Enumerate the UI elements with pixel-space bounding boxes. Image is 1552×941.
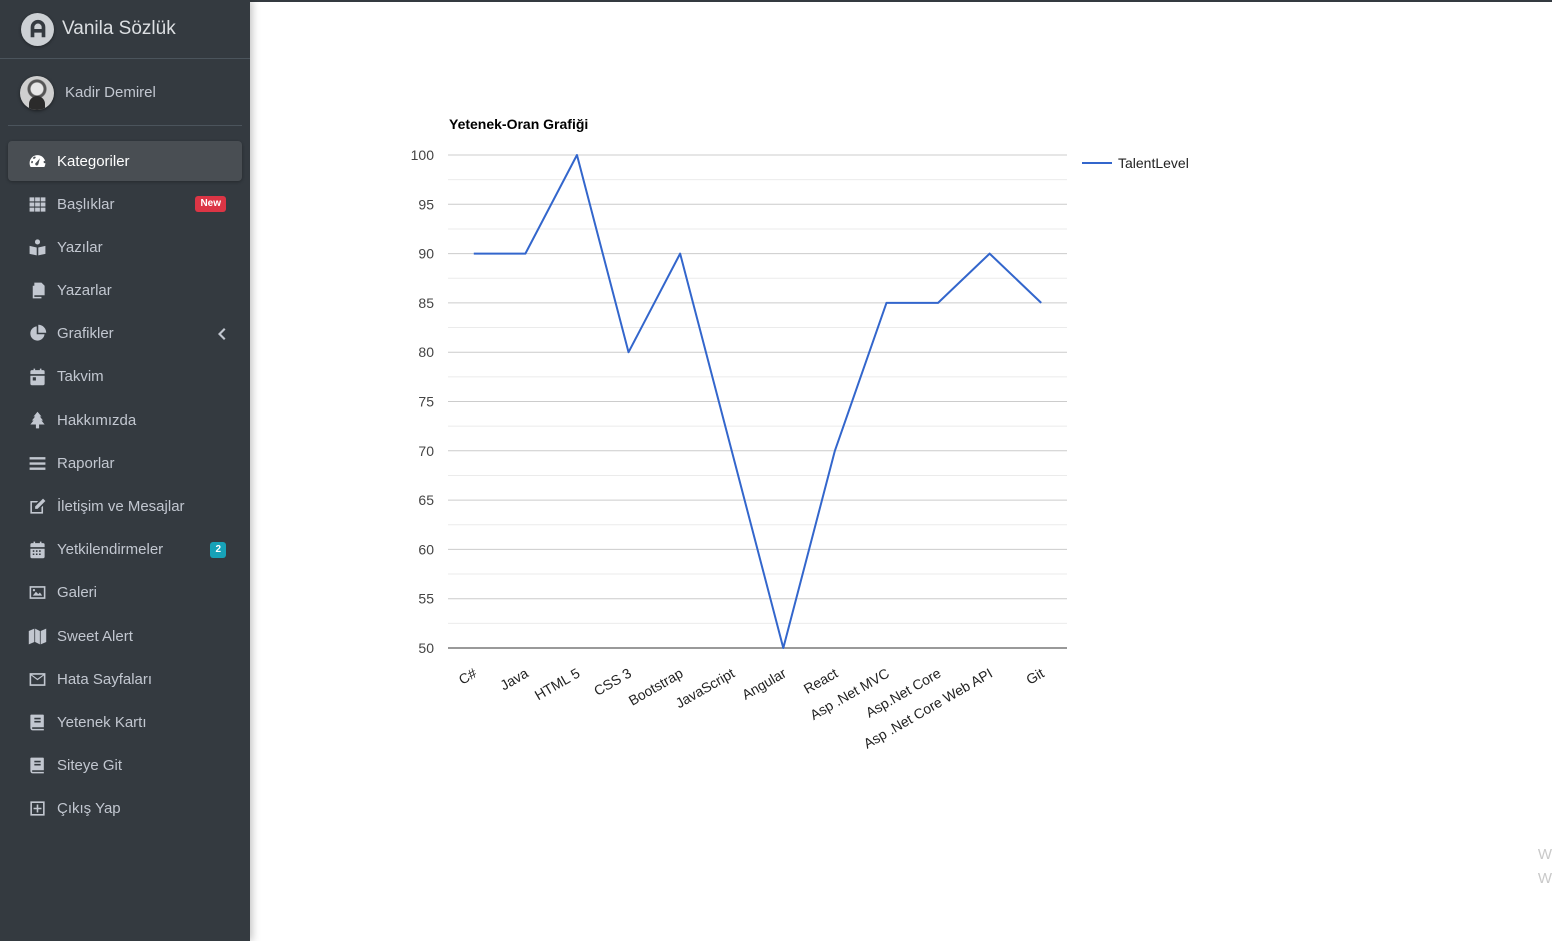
x-tick-label: C# [456, 665, 480, 688]
x-tick-label: React [801, 665, 841, 697]
sidebar-item-label: Raporlar [57, 454, 115, 472]
status-badge: New [195, 196, 226, 213]
copy-icon [27, 281, 47, 301]
x-tick-label: HTML 5 [532, 665, 583, 704]
sidebar-item-label: Yazarlar [57, 282, 112, 300]
sidebar-item-hakkımızda[interactable]: Hakkımızda [8, 400, 242, 440]
x-tick-label: Git [1023, 665, 1047, 688]
sidebar-item-label: Hata Sayfaları [57, 670, 153, 688]
sidebar-item-label: Galeri [57, 584, 98, 602]
sidebar-item-label: Yetenek Kartı [57, 713, 147, 731]
sidebar-item-label: Siteye Git [57, 757, 123, 775]
legend-entry: TalentLevel [1118, 155, 1189, 171]
avatar [20, 75, 54, 110]
sidebar-item-label: Yazılar [57, 238, 103, 256]
sidebar-item-label: Başlıklar [57, 195, 115, 213]
envelope-icon [27, 669, 47, 689]
book-icon [27, 712, 47, 732]
sidebar-item-label: İletişim ve Mesajlar [57, 498, 185, 515]
sidebar-item-label: Sweet Alert [57, 627, 133, 645]
y-tick-label: 65 [418, 492, 434, 508]
y-tick-label: 85 [418, 295, 434, 311]
y-tick-label: 100 [411, 147, 435, 163]
sidebar-item-grafikler[interactable]: Grafikler [8, 314, 242, 354]
sidebar-item-label: Hakkımızda [57, 411, 137, 429]
top-border [250, 0, 1552, 2]
book-reader-icon [27, 237, 47, 257]
book-icon [27, 756, 47, 776]
tree-icon [27, 410, 47, 430]
sidebar-item-siteye-git[interactable]: Siteye Git [8, 746, 242, 786]
series-line-TalentLevel [473, 154, 1042, 649]
chart-container: Yetenek-Oran Grafiği 50 55 60 65 70 75 80 85 90 95… [380, 100, 1280, 780]
sidebar-item-label: Takvim [57, 368, 104, 386]
x-tick-label: Java [497, 665, 531, 694]
y-tick-label: 95 [418, 196, 434, 212]
y-tick-label: 70 [418, 443, 434, 459]
chevron-left-icon[interactable] [216, 327, 226, 341]
sidebar: Vanila Sözlük Kadir Demirel Kategoriler B… [0, 0, 250, 941]
sidebar-item-yetkilendirmeler[interactable]: Yetkilendirmeler 2 [8, 530, 242, 570]
edit-icon [27, 497, 47, 517]
sidebar-item-çıkış-yap[interactable]: Çıkış Yap [8, 789, 242, 829]
user-panel[interactable]: Kadir Demirel [8, 60, 242, 126]
plus-square-icon [27, 799, 47, 819]
y-tick-label: 55 [418, 591, 434, 607]
brand-link[interactable]: Vanila Sözlük [0, 0, 250, 59]
y-tick-label: 75 [418, 394, 434, 410]
x-tick-label: JavaScript [673, 665, 738, 712]
y-tick-label: 60 [418, 541, 434, 557]
user-name[interactable]: Kadir Demirel [65, 84, 156, 101]
map-icon [27, 626, 47, 646]
calendar-day-icon [27, 367, 47, 387]
watermark-text: W [1537, 846, 1552, 863]
watermark-text: W [1537, 870, 1552, 887]
sidebar-item-label: Grafikler [57, 325, 114, 343]
chart-title: Yetenek-Oran Grafiği [449, 116, 588, 132]
sidebar-item-label: Yetkilendirmeler [57, 541, 164, 559]
sidebar-item-raporlar[interactable]: Raporlar [8, 443, 242, 483]
y-tick-label: 50 [418, 640, 434, 656]
status-badge: 2 [210, 541, 226, 558]
y-tick-label: 90 [418, 246, 434, 262]
brand-title: Vanila Sözlük [62, 18, 176, 39]
x-tick-label: Angular [739, 665, 789, 703]
pie-chart-icon [27, 324, 47, 344]
sidebar-item-yazılar[interactable]: Yazılar [8, 227, 242, 267]
image-icon [27, 583, 47, 603]
sidebar-item-sweet-alert[interactable]: Sweet Alert [8, 616, 242, 656]
talent-line-chart: Yetenek-Oran Grafiği 50 55 60 65 70 75 80 85 90 95… [411, 116, 1189, 752]
sidebar-item-i-letişim-ve-mesajlar[interactable]: İletişim ve Mesajlar [8, 487, 242, 527]
grid-icon [27, 194, 47, 214]
sidebar-item-hata-sayfaları[interactable]: Hata Sayfaları [8, 659, 242, 699]
sidebar-item-takvim[interactable]: Takvim [8, 357, 242, 397]
sidebar-item-başlıklar[interactable]: Başlıklar New [8, 184, 242, 224]
sidebar-nav: Kategoriler Başlıklar New Yazılar Yazarlar Gr… [8, 141, 242, 832]
sidebar-item-kategoriler[interactable]: Kategoriler [8, 141, 242, 181]
bars-icon [27, 453, 47, 473]
dashboard-icon [27, 151, 47, 171]
brand-logo-icon [21, 12, 54, 46]
sidebar-item-yetenek-kartı[interactable]: Yetenek Kartı [8, 702, 242, 742]
calendar-icon [27, 540, 47, 560]
sidebar-item-label: Çıkış Yap [57, 800, 121, 818]
sidebar-item-label: Kategoriler [57, 152, 130, 170]
sidebar-item-yazarlar[interactable]: Yazarlar [8, 271, 242, 311]
sidebar-item-galeri[interactable]: Galeri [8, 573, 242, 613]
y-tick-label: 80 [418, 344, 434, 360]
